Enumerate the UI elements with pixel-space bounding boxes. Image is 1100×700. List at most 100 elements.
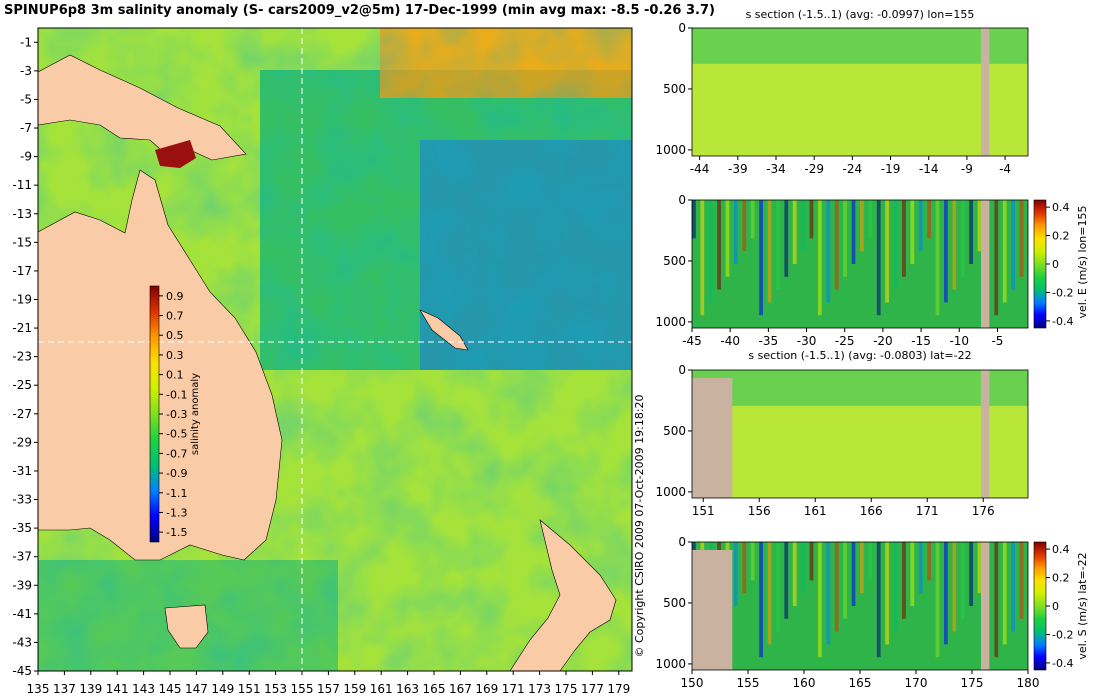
cape-york-salty-patch xyxy=(155,140,196,168)
velocity-stripe xyxy=(1011,200,1015,290)
velocity-stripe xyxy=(801,542,805,594)
velocity-stripe xyxy=(918,542,923,594)
velocity-stripe xyxy=(994,200,999,316)
australia-land xyxy=(37,169,283,561)
section-x-tick-label: -30 xyxy=(797,334,817,348)
section-frame xyxy=(691,369,1029,499)
velocity-stripe xyxy=(935,200,940,316)
section-x-tick-label: 156 xyxy=(748,504,771,518)
velocity-stripe xyxy=(885,542,889,645)
vel-colorbar-tick-label: -0.4 xyxy=(1052,657,1073,670)
velocity-stripe xyxy=(927,200,931,239)
velocity-stripe xyxy=(944,542,948,645)
map-y-tick-label: -27 xyxy=(12,407,32,421)
map-y-tick-label: -41 xyxy=(12,607,32,621)
velocity-stripe xyxy=(826,542,831,645)
map-x-tick-label: 173 xyxy=(528,682,551,696)
map-x-tick-label: 175 xyxy=(555,682,578,696)
velocity-stripe xyxy=(818,200,822,316)
colorbar-tick-label: -0.1 xyxy=(166,388,187,401)
section-x-tick-label: 161 xyxy=(804,504,827,518)
map-frame xyxy=(37,27,633,672)
salinity-colorbar: 0.9 0.7 0.5 0.3 0.1 -0.1 -0.3 -0.5 -0.7 -0.9 -1.1 -… xyxy=(149,285,201,543)
vel-colorbar-tick-label: 0.4 xyxy=(1052,543,1070,556)
velocity-stripe xyxy=(935,542,940,658)
velocity-east-section-panel: -45 -40 -35 -30 -25 -20 -15 -10 -5 0 500 1000 xyxy=(655,193,1029,348)
section-y-tick-label: 0 xyxy=(678,193,686,207)
velocity-stripe xyxy=(1011,542,1015,632)
map-x-tick-label: 159 xyxy=(343,682,366,696)
velocity-stripe xyxy=(843,200,847,277)
section-x-tick-label: -5 xyxy=(991,334,1003,348)
map-x-tick-label: 151 xyxy=(238,682,261,696)
map-x-tick-label: 161 xyxy=(370,682,393,696)
velocity-stripe xyxy=(860,200,864,252)
section-x-tick-label: 151 xyxy=(692,504,715,518)
colorbar-tick-label: 0.7 xyxy=(166,310,184,323)
map-y-tick-label: -31 xyxy=(12,464,32,478)
velocity-stripe xyxy=(708,200,713,303)
map-x-tick-label: 135 xyxy=(27,682,50,696)
section-y-tick-label: 0 xyxy=(678,535,686,549)
section1-title: s section (-1.5..1) (avg: -0.0997) lon=1… xyxy=(746,8,975,21)
section-land-strip xyxy=(980,542,990,670)
velocity-stripe xyxy=(960,542,965,619)
map-y-tick-label: -7 xyxy=(20,121,32,135)
map-y-tick-label: -3 xyxy=(20,64,32,78)
section-x-tick-label: -19 xyxy=(881,162,901,176)
velocity-stripe xyxy=(1002,200,1007,303)
section-x-tick-label: -4 xyxy=(999,162,1011,176)
map-y-tick-label: -11 xyxy=(12,178,32,192)
velocity-stripe xyxy=(994,542,999,658)
figure-title: SPINUP6p8 3m salinity anomaly (S- cars20… xyxy=(4,3,715,18)
velocity-stripe xyxy=(767,542,772,645)
salinity-colorbar-bar xyxy=(149,285,160,543)
section-frame xyxy=(691,199,1029,329)
velocity-stripe xyxy=(692,200,696,239)
vel-south-colorbar-label: vel. S (m/s) lat=-22 xyxy=(1076,552,1089,659)
map-y-tick-label: -1 xyxy=(20,35,32,49)
map-x-tick-label: 141 xyxy=(106,682,129,696)
velocity-stripe xyxy=(700,200,705,316)
map-y-tick-label: -13 xyxy=(12,207,32,221)
velocity-stripe xyxy=(784,200,789,277)
colorbar-tick-label: -1.1 xyxy=(166,487,187,500)
colorbar-tick-label: -0.3 xyxy=(166,408,187,421)
map-x-tick-label: 157 xyxy=(317,682,340,696)
velocity-stripe xyxy=(776,542,780,632)
map-y-tick-label: -33 xyxy=(12,493,32,507)
velocity-stripe xyxy=(834,200,839,290)
velocity-stripe xyxy=(826,200,831,303)
section-frame xyxy=(691,27,1029,157)
salinity-section-lat-22-panel: 151 156 161 166 171 176 0 500 1000 xyxy=(655,363,1029,518)
colorbar-tick-label: 0.5 xyxy=(166,329,184,342)
section-x-tick-label: -9 xyxy=(961,162,973,176)
map-x-tick-label: 149 xyxy=(211,682,234,696)
map-y-tick-label: -35 xyxy=(12,521,32,535)
section-x-tick-label: -20 xyxy=(873,334,893,348)
velocity-stripe xyxy=(734,200,738,264)
velocity-stripe xyxy=(876,200,881,316)
velocity-stripe xyxy=(851,542,856,606)
colorbar-tick-label: -1.5 xyxy=(166,526,187,539)
velocity-stripe xyxy=(885,200,889,303)
velocity-stripe xyxy=(952,542,957,632)
velocity-stripe xyxy=(868,200,873,239)
section-y-tick-label: 500 xyxy=(663,596,686,610)
colorbar-tick-label: 0.1 xyxy=(166,369,184,382)
section-y-tick-label: 1000 xyxy=(655,485,686,499)
section-y-tick-label: 0 xyxy=(678,21,686,35)
section-y-tick-label: 1000 xyxy=(655,315,686,329)
velocity-stripe xyxy=(818,542,822,658)
velocity-stripe xyxy=(893,542,898,632)
velocity-stripe xyxy=(868,542,873,581)
map-y-tick-label: -9 xyxy=(20,150,32,164)
map-y-tick-label: -17 xyxy=(12,264,32,278)
vel-east-colorbar-bar xyxy=(1033,199,1047,329)
velocity-stripe xyxy=(944,200,948,303)
section-x-tick-label: -34 xyxy=(766,162,786,176)
map-y-tick-label: -15 xyxy=(12,235,32,249)
velocity-stripe xyxy=(918,200,923,252)
map-x-tick-label: 145 xyxy=(159,682,182,696)
